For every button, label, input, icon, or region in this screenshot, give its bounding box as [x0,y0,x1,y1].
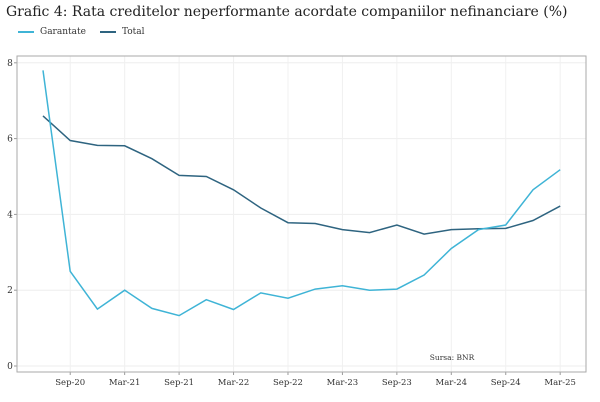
x-tick-label: Sep-22 [273,378,303,388]
chart-title: Grafic 4: Rata creditelor neperformante … [6,4,568,20]
series-line-total [42,115,561,235]
series-line-garantate [42,70,561,317]
y-tick-label: 6 [7,135,13,145]
x-tick-label: Mar-25 [544,378,576,388]
y-tick-label: 2 [7,286,13,296]
y-tick-label: 0 [7,362,13,372]
x-tick-label: Sep-23 [382,378,412,388]
x-tick-label: Mar-22 [218,378,250,388]
y-tick-label: 4 [7,210,13,220]
legend-item-garantate: Garantate [18,27,86,37]
legend-item-total: Total [99,27,145,37]
x-tick-label: Mar-23 [327,378,359,388]
x-tick-label: Sep-24 [491,378,521,388]
x-tick-label: Sep-20 [55,378,85,388]
x-tick-label: Mar-24 [436,378,468,388]
x-tick-label: Mar-21 [109,378,141,388]
legend-label: Garantate [40,27,86,37]
legend-swatch [99,31,116,33]
y-tick-label: 8 [7,59,13,69]
x-tick-label: Sep-21 [164,378,194,388]
legend-label: Total [121,27,145,37]
source-annotation: Sursa: BNR [430,353,475,362]
plot-border [16,55,587,373]
legend-swatch [18,31,34,33]
legend: Garantate Total [18,27,145,37]
